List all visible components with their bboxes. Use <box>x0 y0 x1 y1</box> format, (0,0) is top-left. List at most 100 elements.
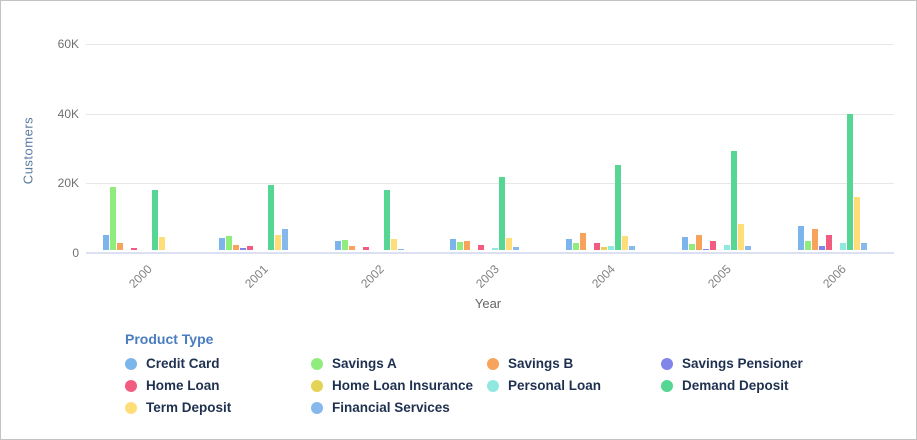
bar-personal-loan-2003[interactable] <box>492 247 499 250</box>
y-axis-title: Customers <box>20 116 36 185</box>
bar-savings-b-2000[interactable] <box>117 243 123 250</box>
legend-marker-icon <box>661 357 673 370</box>
bar-demand-deposit-2000[interactable] <box>152 190 158 250</box>
legend-marker-icon <box>311 357 323 370</box>
bar-credit-card-2004[interactable] <box>566 238 573 250</box>
legend-marker-icon <box>125 379 137 392</box>
bar-credit-card-2002[interactable] <box>334 241 341 250</box>
bar-personal-loan-2004[interactable] <box>608 246 615 250</box>
legend-item-financial-services[interactable]: Financial Services <box>311 400 487 415</box>
bar-group-2003 <box>450 41 520 250</box>
bar-savings-pensioner-2006[interactable] <box>818 245 825 250</box>
y-tick-label: 60K <box>57 37 79 51</box>
legend-item-savings-a[interactable]: Savings A <box>311 356 487 371</box>
legend-marker-icon <box>311 401 323 414</box>
bar-savings-b-2004[interactable] <box>580 232 587 250</box>
bar-home-loan-insurance-2004[interactable] <box>601 247 608 250</box>
bar-home-loan-2006[interactable] <box>825 235 832 250</box>
legend-title: Product Type <box>125 331 214 347</box>
legend-item-credit-card[interactable]: Credit Card <box>125 356 311 371</box>
legend-label: Savings Pensioner <box>682 356 803 371</box>
bar-group-2002 <box>334 41 404 250</box>
bar-financial-services-2004[interactable] <box>629 246 636 250</box>
bar-term-deposit-2006[interactable] <box>853 196 860 250</box>
x-tick-label: 2005 <box>705 262 734 291</box>
legend: Product Type Credit Card Savings A Savin… <box>125 331 803 415</box>
bar-savings-b-2005[interactable] <box>696 234 702 250</box>
bar-demand-deposit-2005[interactable] <box>731 151 737 250</box>
legend-item-home-loan[interactable]: Home Loan <box>125 378 311 393</box>
bar-term-deposit-2005[interactable] <box>738 223 744 250</box>
x-tick-label: 2004 <box>589 262 618 291</box>
gridline-60k <box>86 44 894 45</box>
bar-savings-b-2003[interactable] <box>464 241 471 250</box>
bar-savings-a-2006[interactable] <box>804 241 811 250</box>
legend-item-personal-loan[interactable]: Personal Loan <box>487 378 661 393</box>
bar-savings-a-2003[interactable] <box>457 242 464 250</box>
bar-credit-card-2001[interactable] <box>218 237 225 250</box>
bar-savings-a-2004[interactable] <box>573 243 580 250</box>
bar-demand-deposit-2001[interactable] <box>267 184 274 250</box>
x-tick-label: 2006 <box>820 262 849 291</box>
bar-savings-pensioner-2005[interactable] <box>703 248 709 250</box>
x-axis-baseline <box>86 252 894 254</box>
x-tick-label: 2002 <box>358 262 387 291</box>
bar-term-deposit-2003[interactable] <box>506 237 513 250</box>
bar-financial-services-2003[interactable] <box>513 247 520 250</box>
bar-term-deposit-2000[interactable] <box>159 237 165 250</box>
legend-label: Savings A <box>332 356 397 371</box>
bar-personal-loan-2006[interactable] <box>839 243 846 250</box>
x-tick-label: 2001 <box>242 262 271 291</box>
bar-home-loan-2001[interactable] <box>246 245 253 250</box>
legend-label: Demand Deposit <box>682 378 789 393</box>
bar-demand-deposit-2004[interactable] <box>615 164 622 250</box>
bar-term-deposit-2001[interactable] <box>274 235 281 250</box>
legend-item-term-deposit[interactable]: Term Deposit <box>125 400 311 415</box>
x-axis-title: Year <box>474 296 502 311</box>
bar-savings-a-2002[interactable] <box>341 239 348 250</box>
legend-marker-icon <box>487 357 499 370</box>
bar-credit-card-2005[interactable] <box>682 237 688 250</box>
bar-credit-card-2006[interactable] <box>797 225 804 250</box>
bar-home-loan-2004[interactable] <box>594 243 601 250</box>
bar-savings-pensioner-2001[interactable] <box>239 247 246 250</box>
bar-credit-card-2003[interactable] <box>450 238 457 250</box>
bar-financial-services-2002[interactable] <box>397 248 404 250</box>
bar-savings-b-2001[interactable] <box>232 245 239 250</box>
bar-home-loan-2005[interactable] <box>710 241 716 250</box>
y-tick-label: 0 <box>72 246 79 260</box>
bar-financial-services-2005[interactable] <box>745 245 751 250</box>
bar-financial-services-2006[interactable] <box>860 243 867 250</box>
bar-home-loan-2002[interactable] <box>362 247 369 250</box>
x-tick-label: 2000 <box>126 262 155 291</box>
bar-savings-b-2002[interactable] <box>348 246 355 250</box>
legend-label: Personal Loan <box>508 378 602 393</box>
bar-demand-deposit-2003[interactable] <box>499 177 506 250</box>
bar-home-loan-2003[interactable] <box>478 245 485 250</box>
bar-personal-loan-2005[interactable] <box>724 244 730 250</box>
bar-savings-a-2000[interactable] <box>110 187 116 250</box>
bar-group-2000 <box>103 41 172 250</box>
legend-label: Term Deposit <box>146 400 232 415</box>
legend-marker-icon <box>125 401 137 414</box>
bar-term-deposit-2004[interactable] <box>622 235 629 250</box>
legend-label: Home Loan <box>146 378 220 393</box>
bar-savings-a-2005[interactable] <box>689 244 695 250</box>
bar-demand-deposit-2006[interactable] <box>846 113 853 250</box>
gridline-40k <box>86 114 894 115</box>
legend-item-home-loan-insurance[interactable]: Home Loan Insurance <box>311 378 487 393</box>
bar-financial-services-2001[interactable] <box>281 229 288 250</box>
legend-item-demand-deposit[interactable]: Demand Deposit <box>661 378 803 393</box>
legend-label: Financial Services <box>332 400 450 415</box>
x-tick-label: 2003 <box>473 262 502 291</box>
bar-savings-b-2006[interactable] <box>811 228 818 250</box>
bar-credit-card-2000[interactable] <box>103 235 109 250</box>
bar-group-2001 <box>218 41 288 250</box>
bar-savings-a-2001[interactable] <box>225 236 232 250</box>
bar-term-deposit-2002[interactable] <box>390 238 397 250</box>
bar-home-loan-2000[interactable] <box>131 248 137 250</box>
legend-item-savings-b[interactable]: Savings B <box>487 356 661 371</box>
legend-item-savings-pensioner[interactable]: Savings Pensioner <box>661 356 803 371</box>
bar-demand-deposit-2002[interactable] <box>383 190 390 250</box>
